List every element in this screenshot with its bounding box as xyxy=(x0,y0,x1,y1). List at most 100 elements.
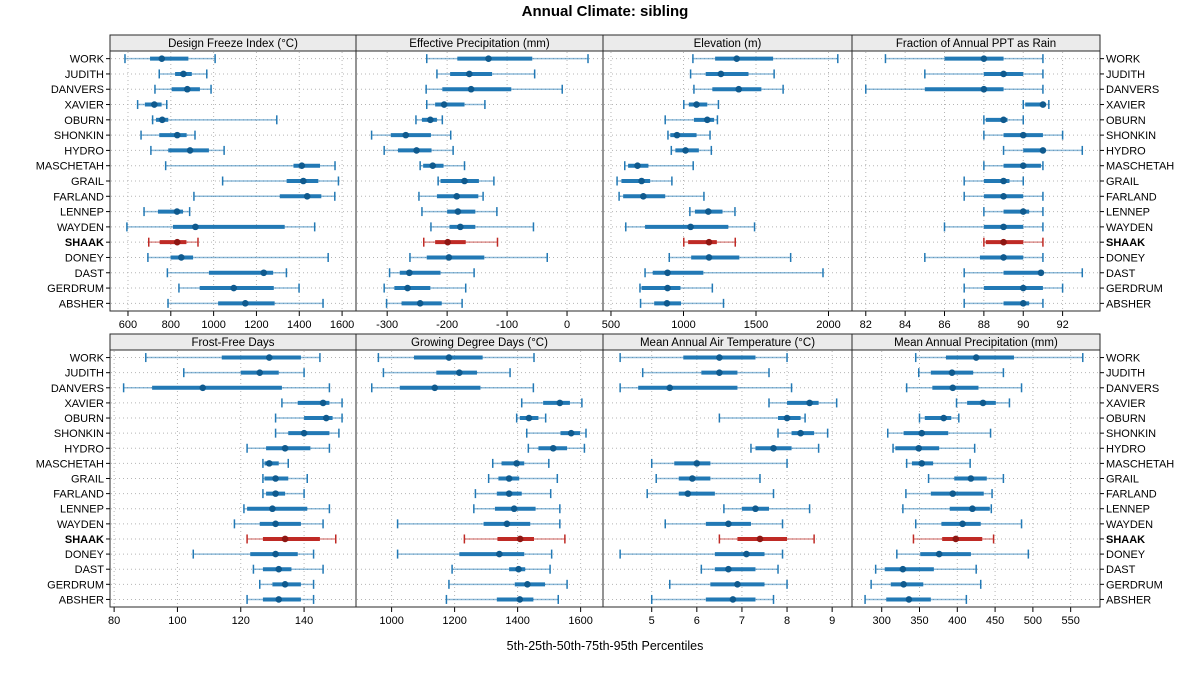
interval-xavier-mean-annual-air-temperature-c xyxy=(768,398,838,408)
x-tick-label: 140 xyxy=(295,615,313,627)
interval-oburn-design-freeze-index-c xyxy=(151,115,278,125)
interval-lennep-design-freeze-index-c xyxy=(143,207,191,217)
panel-header: Elevation (m) xyxy=(694,38,762,50)
station-label-maschetah: MASCHETAH xyxy=(36,458,104,470)
interval-xavier-effective-precipitation-mm xyxy=(425,100,486,110)
x-tick-label: 0 xyxy=(564,319,570,331)
x-tick-label: -100 xyxy=(496,319,518,331)
interval-lennep-fraction-of-annual-ppt-as-rain xyxy=(983,207,1044,217)
station-label-gerdrum: GERDRUM xyxy=(47,283,104,295)
x-tick-label: 1200 xyxy=(442,615,466,627)
station-label-shonkin: SHONKIN xyxy=(1106,130,1156,142)
station-label-doney: DONEY xyxy=(1106,549,1146,561)
interval-lennep-frost-free-days xyxy=(243,504,331,514)
interval-work-mean-annual-precipitation-mm xyxy=(914,353,1084,363)
interval-doney-mean-annual-air-temperature-c xyxy=(619,549,784,559)
station-label-xavier: XAVIER xyxy=(64,398,104,410)
x-tick-label: 120 xyxy=(232,615,250,627)
interval-doney-elevation-m xyxy=(668,252,792,262)
station-label-danvers: DANVERS xyxy=(51,383,104,395)
x-tick-label: -200 xyxy=(436,319,458,331)
station-label-maschetah: MASCHETAH xyxy=(1106,458,1174,470)
interval-wayden-mean-annual-precipitation-mm xyxy=(914,519,1023,529)
chart-title: Annual Climate: sibling xyxy=(521,3,689,20)
interval-xavier-frost-free-days xyxy=(281,398,343,408)
interval-absher-growing-degree-days-c xyxy=(445,594,560,604)
station-label-shaak: SHAAK xyxy=(65,237,104,249)
interval-dast-frost-free-days xyxy=(252,564,324,574)
station-label-work: WORK xyxy=(70,353,105,365)
interval-absher-mean-annual-precipitation-mm xyxy=(864,594,968,604)
station-label-shonkin: SHONKIN xyxy=(54,130,104,142)
interval-work-frost-free-days xyxy=(145,353,321,363)
interval-shonkin-mean-annual-air-temperature-c xyxy=(777,428,829,438)
station-label-gerdrum: GERDRUM xyxy=(47,579,104,591)
panel-header: Mean Annual Precipitation (mm) xyxy=(894,337,1058,349)
interval-wayden-elevation-m xyxy=(625,222,756,232)
station-label-dast: DAST xyxy=(75,564,105,576)
interval-shonkin-fraction-of-annual-ppt-as-rain xyxy=(983,130,1064,140)
station-label-shaak: SHAAK xyxy=(1106,237,1145,249)
interval-oburn-growing-degree-days-c xyxy=(515,413,547,423)
station-label-dast: DAST xyxy=(1106,564,1136,576)
interval-judith-elevation-m xyxy=(689,69,775,79)
x-tick-label: 92 xyxy=(1056,319,1068,331)
interval-lennep-growing-degree-days-c xyxy=(473,504,561,514)
station-label-maschetah: MASCHETAH xyxy=(1106,161,1174,173)
x-tick-label: 82 xyxy=(860,319,872,331)
interval-maschetah-mean-annual-air-temperature-c xyxy=(650,458,788,468)
panel-mean-annual-precipitation-mm: Mean Annual Precipitation (mm) 300 350 400 4… xyxy=(851,333,1174,627)
interval-oburn-mean-annual-air-temperature-c xyxy=(718,413,806,423)
interval-danvers-fraction-of-annual-ppt-as-rain xyxy=(865,84,1044,94)
interval-farland-mean-annual-air-temperature-c xyxy=(646,489,775,499)
x-tick-label: 500 xyxy=(1024,615,1042,627)
station-label-absher: ABSHER xyxy=(59,594,104,606)
interval-judith-design-freeze-index-c xyxy=(158,69,208,79)
x-tick-label: 1400 xyxy=(287,319,311,331)
station-label-gerdrum: GERDRUM xyxy=(1106,579,1163,591)
interval-wayden-design-freeze-index-c xyxy=(126,222,316,232)
x-tick-label: 100 xyxy=(168,615,186,627)
x-tick-label: 90 xyxy=(1017,319,1029,331)
interval-oburn-mean-annual-precipitation-mm xyxy=(918,413,960,423)
interval-maschetah-elevation-m xyxy=(624,161,694,171)
interval-gerdrum-fraction-of-annual-ppt-as-rain xyxy=(963,283,1064,293)
station-label-xavier: XAVIER xyxy=(1106,398,1146,410)
interval-lennep-mean-annual-air-temperature-c xyxy=(723,504,811,514)
interval-farland-mean-annual-precipitation-mm xyxy=(905,489,993,499)
interval-gerdrum-design-freeze-index-c xyxy=(178,283,300,293)
station-label-danvers: DANVERS xyxy=(1106,84,1159,96)
interval-absher-design-freeze-index-c xyxy=(167,298,324,308)
station-label-danvers: DANVERS xyxy=(1106,383,1159,395)
x-tick-label: -300 xyxy=(376,319,398,331)
interval-danvers-design-freeze-index-c xyxy=(154,84,212,94)
interval-farland-frost-free-days xyxy=(262,489,305,499)
interval-shonkin-effective-precipitation-mm xyxy=(370,130,452,140)
panel-header: Frost-Free Days xyxy=(191,337,274,349)
interval-hydro-mean-annual-air-temperature-c xyxy=(750,443,820,453)
interval-gerdrum-mean-annual-precipitation-mm xyxy=(870,579,982,589)
station-label-farland: FARLAND xyxy=(53,191,104,203)
interval-xavier-mean-annual-precipitation-mm xyxy=(955,398,1011,408)
interval-absher-elevation-m xyxy=(639,298,725,308)
station-label-lennep: LENNEP xyxy=(1106,504,1150,516)
interval-shaak-fraction-of-annual-ppt-as-rain xyxy=(983,237,1044,247)
station-label-absher: ABSHER xyxy=(1106,594,1151,606)
station-label-work: WORK xyxy=(1106,353,1141,365)
x-tick-label: 1600 xyxy=(568,615,592,627)
panel-fraction-of-annual-ppt-as-rain: Fraction of Annual PPT as Rain 82 84 86 88 90… xyxy=(851,34,1174,331)
interval-shaak-growing-degree-days-c xyxy=(463,534,566,544)
interval-maschetah-mean-annual-precipitation-mm xyxy=(905,458,971,468)
x-tick-label: 5 xyxy=(649,615,655,627)
interval-maschetah-growing-degree-days-c xyxy=(491,458,550,468)
panel-frost-free-days: Frost-Free Days 80 100 120 140 WORK JUDITH DANV… xyxy=(36,333,357,627)
interval-dast-mean-annual-air-temperature-c xyxy=(700,564,779,574)
station-label-oburn: OBURN xyxy=(1106,413,1146,425)
interval-wayden-effective-precipitation-mm xyxy=(430,222,535,232)
interval-farland-fraction-of-annual-ppt-as-rain xyxy=(963,191,1044,201)
interval-grail-growing-degree-days-c xyxy=(487,474,559,483)
interval-dast-mean-annual-precipitation-mm xyxy=(874,564,977,574)
interval-wayden-frost-free-days xyxy=(233,519,324,529)
x-tick-label: 1000 xyxy=(671,319,695,331)
